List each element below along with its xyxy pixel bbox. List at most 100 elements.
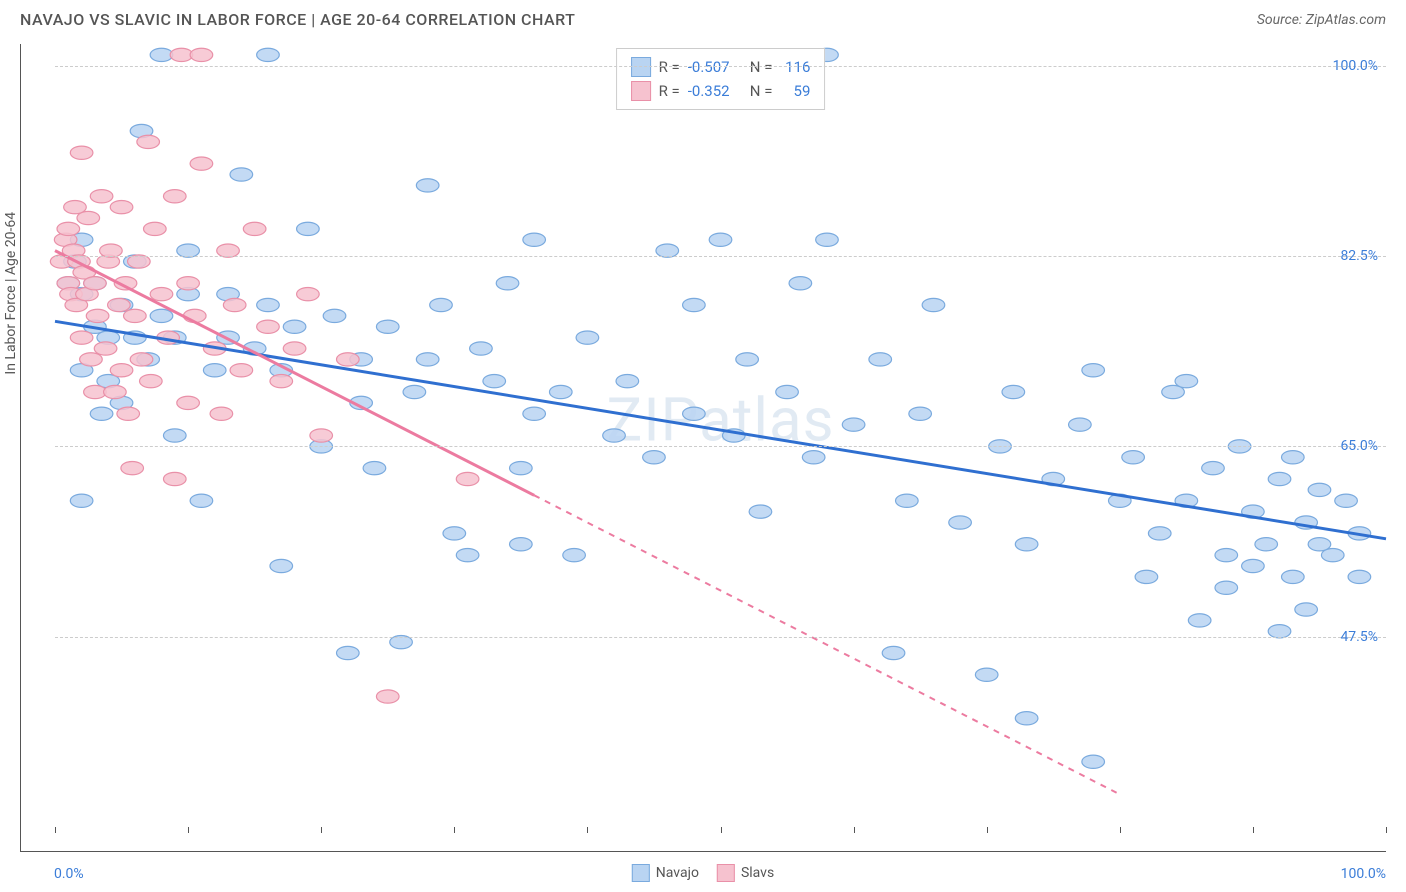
y-tick-label: 100.0% <box>1333 58 1378 74</box>
data-point-navajo <box>70 494 93 507</box>
data-point-navajo <box>163 429 186 442</box>
data-point-slavs <box>84 277 107 290</box>
data-point-navajo <box>869 353 892 366</box>
data-point-slavs <box>243 222 266 235</box>
data-point-navajo <box>1335 494 1358 507</box>
data-point-navajo <box>683 298 706 311</box>
data-point-navajo <box>1148 527 1171 540</box>
data-point-slavs <box>144 222 167 235</box>
data-point-navajo <box>190 494 213 507</box>
x-tick <box>454 827 455 833</box>
gridline <box>55 66 1386 67</box>
data-point-navajo <box>776 385 799 398</box>
stats-row-slavs: R = -0.352 N = 59 <box>631 79 811 103</box>
data-point-navajo <box>203 364 226 377</box>
data-point-slavs <box>110 364 133 377</box>
data-point-navajo <box>1175 374 1198 387</box>
data-point-slavs <box>137 135 160 148</box>
data-point-navajo <box>1268 472 1291 485</box>
data-point-navajo <box>603 429 626 442</box>
data-point-navajo <box>337 646 360 659</box>
chart-area: In Labor Force | Age 20-64 ZIPatlas R = … <box>20 44 1386 852</box>
legend-item-navajo: Navajo <box>632 864 699 882</box>
bottom-legend: Navajo Slavs <box>632 864 774 882</box>
data-point-navajo <box>90 407 113 420</box>
data-point-navajo <box>1282 570 1305 583</box>
data-point-slavs <box>177 277 200 290</box>
data-point-navajo <box>1135 570 1158 583</box>
n-value-navajo: 116 <box>780 58 810 76</box>
source-label: Source: ZipAtlas.com <box>1257 12 1386 28</box>
data-point-slavs <box>297 287 320 300</box>
swatch-navajo <box>632 864 650 882</box>
data-point-slavs <box>163 472 186 485</box>
data-point-navajo <box>1002 385 1025 398</box>
data-point-slavs <box>230 364 253 377</box>
data-point-slavs <box>110 200 133 213</box>
data-point-slavs <box>140 374 163 387</box>
data-point-slavs <box>310 429 333 442</box>
data-point-navajo <box>150 48 173 61</box>
data-point-navajo <box>510 538 533 551</box>
data-point-navajo <box>789 277 812 290</box>
data-point-navajo <box>456 548 479 561</box>
data-point-navajo <box>376 320 399 333</box>
x-max-label: 100.0% <box>1341 866 1386 882</box>
x-tick <box>721 827 722 833</box>
data-point-navajo <box>1122 451 1145 464</box>
data-point-navajo <box>563 548 586 561</box>
data-point-slavs <box>77 211 100 224</box>
data-point-navajo <box>470 342 493 355</box>
data-point-slavs <box>257 320 280 333</box>
gridline <box>55 446 1386 447</box>
data-point-slavs <box>190 48 213 61</box>
data-point-slavs <box>121 461 144 474</box>
r-value-slavs: -0.352 <box>688 82 742 100</box>
data-point-navajo <box>922 298 945 311</box>
data-point-navajo <box>1015 538 1038 551</box>
data-point-navajo <box>1321 548 1344 561</box>
data-point-navajo <box>1282 451 1305 464</box>
stats-legend: R = -0.507 N = 116 R = -0.352 N = 59 <box>616 48 826 110</box>
data-point-navajo <box>443 527 466 540</box>
data-point-navajo <box>842 418 865 431</box>
x-tick <box>188 827 189 833</box>
data-point-navajo <box>430 298 453 311</box>
data-point-navajo <box>1202 461 1225 474</box>
data-point-slavs <box>84 385 107 398</box>
x-tick <box>1120 827 1121 833</box>
data-point-navajo <box>683 407 706 420</box>
n-label: N = <box>750 58 773 76</box>
data-point-slavs <box>190 157 213 170</box>
legend-item-slavs: Slavs <box>717 864 774 882</box>
y-tick-label: 47.5% <box>1340 629 1378 645</box>
data-point-slavs <box>170 48 193 61</box>
y-tick-label: 82.5% <box>1340 248 1378 264</box>
data-point-navajo <box>230 168 253 181</box>
legend-label-slavs: Slavs <box>741 865 774 881</box>
x-tick <box>1386 827 1387 833</box>
data-point-navajo <box>1082 364 1105 377</box>
x-tick <box>55 827 56 833</box>
data-point-navajo <box>283 320 306 333</box>
data-point-slavs <box>177 396 200 409</box>
r-label: R = <box>659 82 680 100</box>
data-point-navajo <box>496 277 519 290</box>
data-point-slavs <box>283 342 306 355</box>
data-point-slavs <box>130 353 153 366</box>
data-point-navajo <box>896 494 919 507</box>
data-point-navajo <box>483 374 506 387</box>
data-point-slavs <box>57 222 80 235</box>
data-point-slavs <box>80 353 103 366</box>
data-point-navajo <box>416 179 439 192</box>
data-point-slavs <box>223 298 246 311</box>
data-point-navajo <box>257 48 280 61</box>
chart-title: NAVAJO VS SLAVIC IN LABOR FORCE | AGE 20… <box>20 10 575 29</box>
data-point-navajo <box>1348 570 1371 583</box>
data-point-slavs <box>70 331 93 344</box>
data-point-navajo <box>975 668 998 681</box>
data-point-navajo <box>363 461 386 474</box>
data-point-slavs <box>104 385 127 398</box>
gridline <box>55 256 1386 257</box>
data-point-slavs <box>124 309 147 322</box>
